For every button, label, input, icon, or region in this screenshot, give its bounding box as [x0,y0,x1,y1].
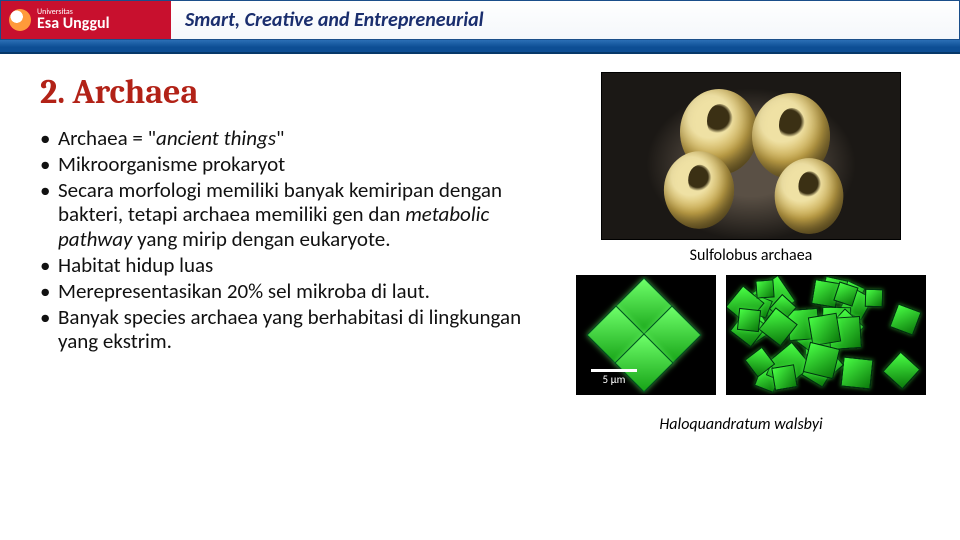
bullet-item: Merepresentasikan 20% sel mikroba di lau… [40,279,548,303]
bullet-text: Habitat hidup luas [58,252,213,278]
bullet-item: Habitat hidup luas [40,253,548,277]
cell-icon [664,151,734,228]
bullet-item: Banyak species archaea yang berhabitasi … [40,305,548,353]
figure-sulfolobus [601,72,901,240]
bullet-text: Banyak species archaea yang berhabitasi … [58,304,521,354]
figure-column: Sulfolobus archaea 5 µm Haloquandratum w… [566,72,936,444]
bullet-item: Secara morfologi memiliki banyak kemirip… [40,178,548,250]
cell-cluster [727,276,925,394]
bullet-text: yang mirip dengan eukaryote. [132,226,390,252]
bullet-text: Merepresentasikan 20% sel mikroba di lau… [58,278,430,304]
text-column: 2. Archaea Archaea = "ancient things" Mi… [40,72,548,444]
header-ribbon [0,40,960,54]
globe-icon [9,9,31,31]
cell-icon [775,158,844,234]
figure-caption-haloquadratum: Haloquandratum walsbyi [566,415,916,434]
scale-bar-line [591,369,637,372]
header-bar: Universitas Esa Unggul Smart, Creative a… [0,0,960,40]
slide-title: 2. Archaea [40,72,548,112]
bullet-text: Mikroorganisme prokaryot [58,151,285,177]
figure-haloquadratum-many [726,275,926,395]
scale-bar-label: 5 µm [603,373,626,386]
bullet-item: Mikroorganisme prokaryot [40,152,548,176]
slide-content: 2. Archaea Archaea = "ancient things" Mi… [0,58,960,454]
figure-row-haloquadratum: 5 µm [576,275,926,395]
bullet-text-italic: ancient things [156,125,276,151]
figure-caption-sulfolobus: Sulfolobus archaea [690,246,813,265]
bullet-list: Archaea = "ancient things" Mikroorganism… [40,126,548,353]
university-name: Universitas Esa Unggul [37,8,110,32]
bullet-text: Archaea = " [58,125,156,151]
bullet-item: Archaea = "ancient things" [40,126,548,150]
header-tagline: Smart, Creative and Entrepreneurial [171,1,959,39]
scale-bar: 5 µm [591,369,637,386]
figure-haloquadratum-single: 5 µm [576,275,716,395]
university-logo-block: Universitas Esa Unggul [1,1,171,39]
bullet-text: " [276,125,284,151]
